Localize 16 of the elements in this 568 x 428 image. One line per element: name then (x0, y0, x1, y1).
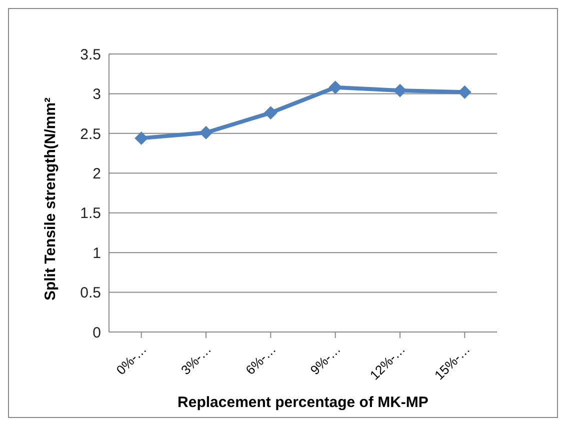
point (394, 84, 406, 98)
y-tick-label: 2 (92, 165, 101, 182)
y-tick-label: 2.5 (80, 126, 101, 143)
y-tick-label: 3 (92, 86, 101, 104)
y-tick-label: 1.5 (80, 205, 101, 222)
point (134, 132, 148, 145)
point (264, 106, 278, 120)
y-tick-label: 0.5 (80, 284, 101, 302)
point (200, 126, 212, 140)
y-tick-label: 3.5 (80, 46, 101, 64)
point (458, 86, 472, 99)
point (328, 80, 342, 94)
y-tick-label: 1 (92, 244, 101, 262)
y-tick-label: 0 (92, 324, 101, 342)
x-axis-title: Replacement percentage of MK-MP (178, 394, 428, 411)
y-axis-title: Split Tensile strength(N/mm² (42, 97, 59, 301)
